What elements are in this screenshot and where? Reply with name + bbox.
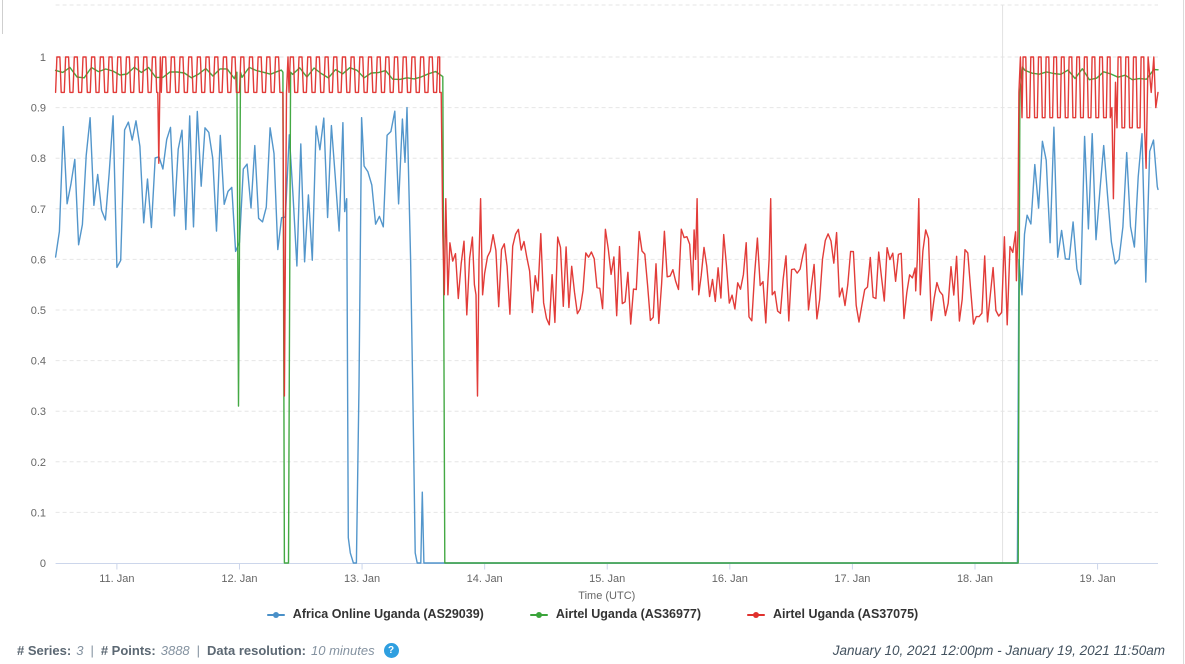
- data-resolution-value: 10 minutes: [311, 643, 375, 658]
- data-resolution-label: Data resolution:: [207, 643, 307, 658]
- points-count-label: # Points:: [100, 643, 156, 658]
- series-line-airtel-uganda-as37075[interactable]: [54, 56, 1159, 397]
- x-tick-label: 11. Jan: [99, 573, 134, 585]
- y-tick-label: 0: [40, 558, 46, 570]
- y-tick-label: 0.9: [31, 103, 46, 115]
- y-tick-label: 0.4: [31, 356, 46, 368]
- date-range-label: January 10, 2021 12:00pm - January 19, 2…: [832, 643, 1165, 658]
- legend-label: Airtel Uganda (AS36977): [555, 607, 702, 621]
- series-line-africa-online-uganda-as29039[interactable]: [54, 106, 1159, 564]
- x-tick-label: 15. Jan: [589, 573, 625, 585]
- legend-label: Airtel Uganda (AS37075): [773, 607, 919, 621]
- y-tick-label: 1: [40, 52, 46, 64]
- series-count-label: # Series:: [17, 643, 72, 658]
- legend-marker-airtel-uganda-as37075: [747, 610, 766, 619]
- left-edge-divider: [2, 0, 3, 34]
- y-tick-label: 0.3: [31, 406, 46, 418]
- legend-label: Africa Online Uganda (AS29039): [292, 607, 484, 621]
- legend-item-africa-online-uganda-as29039[interactable]: Africa Online Uganda (AS29039): [266, 607, 484, 621]
- connectivity-time-series-chart[interactable]: 0 0.1 0.2 0.3 0.4 0.5 0.6 0.7 0.8 0.9 1 11. Jan 12. …: [0, 0, 1185, 604]
- x-tick-label: 16. Jan: [712, 573, 748, 585]
- chart-stats: # Series: 3 | # Points: 3888 | Data reso…: [17, 643, 399, 658]
- separator: |: [90, 643, 94, 658]
- x-tick-label: 14. Jan: [467, 573, 503, 585]
- help-icon[interactable]: ?: [383, 643, 399, 658]
- x-tick-label: 18. Jan: [957, 573, 993, 585]
- chart-legend: Africa Online Uganda (AS29039) Airtel Uga…: [0, 607, 1185, 621]
- y-tick-label: 0.5: [31, 305, 46, 317]
- x-tick-label: 12. Jan: [221, 573, 257, 585]
- separator: |: [196, 643, 201, 658]
- legend-marker-africa-online-uganda-as29039: [266, 610, 285, 619]
- right-edge-divider: [1183, 0, 1184, 664]
- x-tick-label: 19. Jan: [1080, 573, 1116, 585]
- chart-footer: # Series: 3 | # Points: 3888 | Data reso…: [0, 643, 1185, 658]
- x-tick-label: 17. Jan: [834, 573, 870, 585]
- y-tick-label: 0.7: [31, 204, 46, 216]
- x-axis-title: Time (UTC): [578, 590, 635, 602]
- points-count-value: 3888: [160, 643, 190, 658]
- y-tick-label: 0.1: [31, 507, 46, 519]
- x-tick-label: 13. Jan: [344, 573, 380, 585]
- legend-item-airtel-uganda-as37075[interactable]: Airtel Uganda (AS37075): [747, 607, 918, 621]
- y-tick-label: 0.8: [31, 153, 46, 165]
- legend-marker-airtel-uganda-as36977: [529, 610, 548, 619]
- y-tick-label: 0.6: [31, 254, 46, 266]
- legend-item-airtel-uganda-as36977[interactable]: Airtel Uganda (AS36977): [529, 607, 702, 621]
- series-count-value: 3: [76, 643, 84, 658]
- y-tick-label: 0.2: [31, 457, 46, 469]
